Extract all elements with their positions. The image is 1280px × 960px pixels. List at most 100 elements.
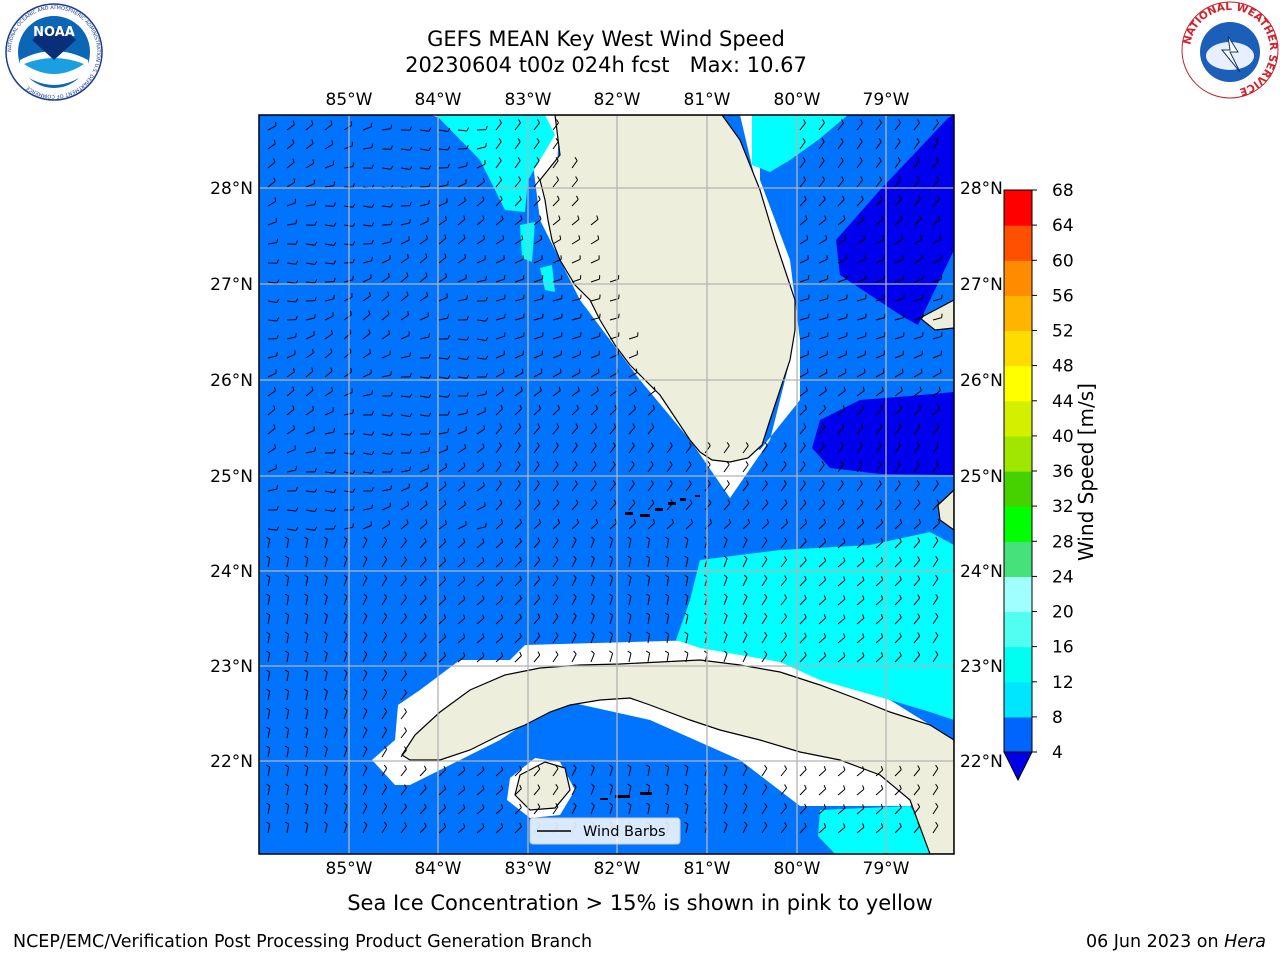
- wind-barb-flag: [537, 575, 541, 580]
- wind-barb-flag: [266, 650, 270, 654]
- wind-barb-flag: [878, 442, 882, 446]
- wind-barb-flag: [880, 804, 884, 809]
- wind-barb-flag: [273, 424, 276, 429]
- wind-barb-flag: [862, 386, 865, 391]
- wind-barb-flag: [917, 119, 920, 124]
- wind-barb-flag: [426, 482, 429, 487]
- wind-barb-flag: [743, 821, 748, 826]
- wind-barb-flag: [444, 481, 447, 486]
- wind-barb: [457, 524, 467, 530]
- wind-barb-flag: [708, 499, 712, 504]
- wind-barb: [932, 559, 939, 568]
- wind-barb: [590, 634, 595, 644]
- wind-barb: [894, 502, 902, 511]
- wind-barb-flag: [485, 296, 488, 302]
- wind-barb: [514, 502, 522, 511]
- wind-barb: [780, 597, 787, 606]
- wind-barb-flag: [323, 726, 328, 730]
- wind-barb-flag: [363, 631, 368, 636]
- wind-barb: [457, 466, 466, 473]
- wind-barb: [894, 560, 902, 568]
- wind-barb-flag: [383, 764, 388, 769]
- wind-barb: [286, 615, 290, 625]
- wind-barb: [381, 488, 391, 492]
- wind-barb: [609, 615, 614, 625]
- wind-barb: [476, 338, 486, 342]
- wind-barb-flag: [898, 423, 902, 428]
- wind-barb-flag: [323, 707, 328, 711]
- wind-barb: [514, 826, 522, 834]
- wind-barb-flag: [295, 219, 298, 224]
- wind-barb: [571, 354, 581, 359]
- wind-barb: [590, 298, 600, 302]
- wind-barb: [514, 807, 522, 815]
- wind-barb-flag: [937, 195, 940, 200]
- wind-barb: [400, 711, 407, 720]
- wind-barb: [286, 448, 296, 454]
- wind-barb: [932, 179, 939, 188]
- wind-barb-flag: [595, 404, 598, 409]
- wind-barb: [628, 615, 632, 625]
- wind-barb-flag: [613, 499, 617, 504]
- wind-barb: [837, 617, 846, 625]
- wind-barb-flag: [899, 822, 902, 827]
- wind-barb: [704, 522, 712, 530]
- wind-barb: [628, 805, 632, 815]
- wind-barb: [514, 408, 522, 416]
- wind-barb-flag: [723, 802, 728, 806]
- wind-barb-flag: [447, 428, 450, 433]
- wind-barb-flag: [447, 393, 451, 398]
- wind-barb: [533, 522, 541, 530]
- wind-barb: [381, 128, 391, 131]
- wind-barb: [799, 560, 807, 568]
- wind-barb-flag: [555, 442, 559, 446]
- lat-label-left: 26°N: [210, 371, 253, 391]
- wind-barb: [609, 577, 614, 587]
- wind-barb-flag: [899, 613, 902, 618]
- wind-barb: [590, 558, 595, 568]
- wind-barb: [628, 539, 632, 549]
- wind-barb: [267, 143, 276, 150]
- colorbar-bin: [1004, 646, 1032, 683]
- wind-barb: [932, 278, 942, 283]
- wind-barb-flag: [304, 688, 309, 692]
- wind-barb-flag: [627, 764, 632, 768]
- wind-barb-flag: [669, 480, 673, 485]
- wind-barb: [780, 522, 788, 530]
- wind-barb-flag: [519, 651, 522, 656]
- wind-barb: [305, 748, 309, 758]
- wind-barb: [723, 483, 730, 492]
- wind-barb: [875, 408, 883, 416]
- wind-barb-flag: [404, 613, 407, 618]
- wind-barb: [609, 767, 614, 777]
- wind-barb: [514, 317, 524, 321]
- wind-barb: [362, 786, 368, 796]
- wind-barb-flag: [723, 593, 728, 597]
- wind-barb: [419, 220, 429, 226]
- wind-barb-flag: [645, 574, 650, 578]
- wind-barb: [723, 786, 728, 796]
- wind-barb-flag: [609, 593, 613, 597]
- wind-barb: [438, 449, 448, 454]
- wind-barb: [590, 786, 595, 796]
- wind-barb-flag: [862, 614, 865, 619]
- wind-barb: [400, 414, 410, 418]
- wind-barb-flag: [609, 555, 613, 559]
- wind-barb: [723, 824, 728, 834]
- colorbar-tick-label: 56: [1052, 286, 1074, 306]
- wind-barb: [419, 129, 429, 132]
- wind-barb: [837, 258, 847, 264]
- wind-barb: [685, 596, 689, 606]
- wind-barb: [362, 372, 372, 378]
- wind-barb: [818, 464, 825, 473]
- wind-barb-flag: [684, 555, 689, 559]
- wind-barb-flag: [323, 574, 328, 578]
- wind-barb-flag: [463, 785, 466, 790]
- wind-barb: [742, 767, 748, 777]
- wind-barb: [875, 298, 885, 302]
- wind-barb-flag: [555, 632, 559, 636]
- wind-barb: [476, 465, 485, 473]
- wind-barb: [495, 199, 503, 207]
- wind-barb-flag: [664, 802, 669, 806]
- wind-barb: [894, 426, 902, 435]
